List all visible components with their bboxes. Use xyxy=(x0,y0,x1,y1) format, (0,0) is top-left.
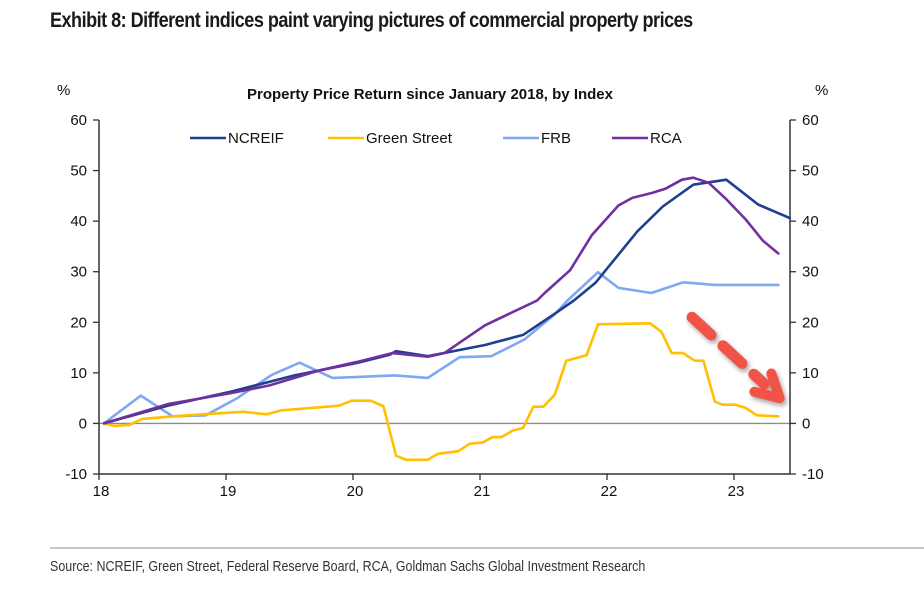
exhibit-title: Exhibit 8: Different indices paint varyi… xyxy=(50,9,693,32)
y-tick-label-left: 60 xyxy=(70,112,87,129)
line-chart: Property Price Return since January 2018… xyxy=(57,82,828,500)
y-tick-label-right: 30 xyxy=(802,264,819,281)
y-tick-label-right: 0 xyxy=(802,415,810,432)
series-line-green-street xyxy=(102,321,780,462)
annotation-arrow-shaft xyxy=(686,311,770,390)
source-note: Source: NCREIF, Green Street, Federal Re… xyxy=(50,559,646,575)
legend: NCREIF Green Street FRB RCA xyxy=(190,130,682,147)
series-line-ncreif xyxy=(102,178,792,425)
y-tick-label-left: -10 xyxy=(65,466,87,483)
y-tick-label-right: 50 xyxy=(802,163,819,180)
y-tick-label-left: 30 xyxy=(70,264,87,281)
source-divider xyxy=(50,547,924,549)
series-line-frb xyxy=(102,270,780,425)
y-tick-label-right: 10 xyxy=(802,365,819,382)
x-tick-label: 20 xyxy=(347,483,364,500)
legend-label: FRB xyxy=(541,130,571,147)
series-group xyxy=(102,176,792,462)
annotation-arrow-head xyxy=(749,368,785,404)
y-tick-label-right: 60 xyxy=(802,112,819,129)
y-tick-label-right: 40 xyxy=(802,213,819,230)
x-tick-label: 21 xyxy=(474,483,491,500)
y-tick-label-right: -10 xyxy=(802,466,824,483)
axes: -10 -10 0 0 10 10 20 20 30 30 40 40 50 50 60 60 18 19 20 21… xyxy=(65,112,823,500)
legend-label: NCREIF xyxy=(228,130,284,147)
x-tick-label: 18 xyxy=(93,483,110,500)
annotation-arrow xyxy=(686,311,785,404)
y-tick-label-left: 10 xyxy=(70,365,87,382)
y-axis-unit-right: % xyxy=(815,82,828,99)
chart-title: Property Price Return since January 2018… xyxy=(247,86,614,103)
series-line-rca xyxy=(102,176,780,425)
y-tick-label-left: 50 xyxy=(70,163,87,180)
y-tick-label-right: 20 xyxy=(802,314,819,331)
x-tick-label: 22 xyxy=(601,483,618,500)
x-tick-label: 19 xyxy=(220,483,237,500)
y-tick-label-left: 0 xyxy=(79,415,87,432)
x-tick-label: 23 xyxy=(728,483,745,500)
y-tick-label-left: 20 xyxy=(70,314,87,331)
y-tick-label-left: 40 xyxy=(70,213,87,230)
legend-label: Green Street xyxy=(366,130,453,147)
legend-label: RCA xyxy=(650,130,682,147)
y-axis-unit-left: % xyxy=(57,82,70,99)
